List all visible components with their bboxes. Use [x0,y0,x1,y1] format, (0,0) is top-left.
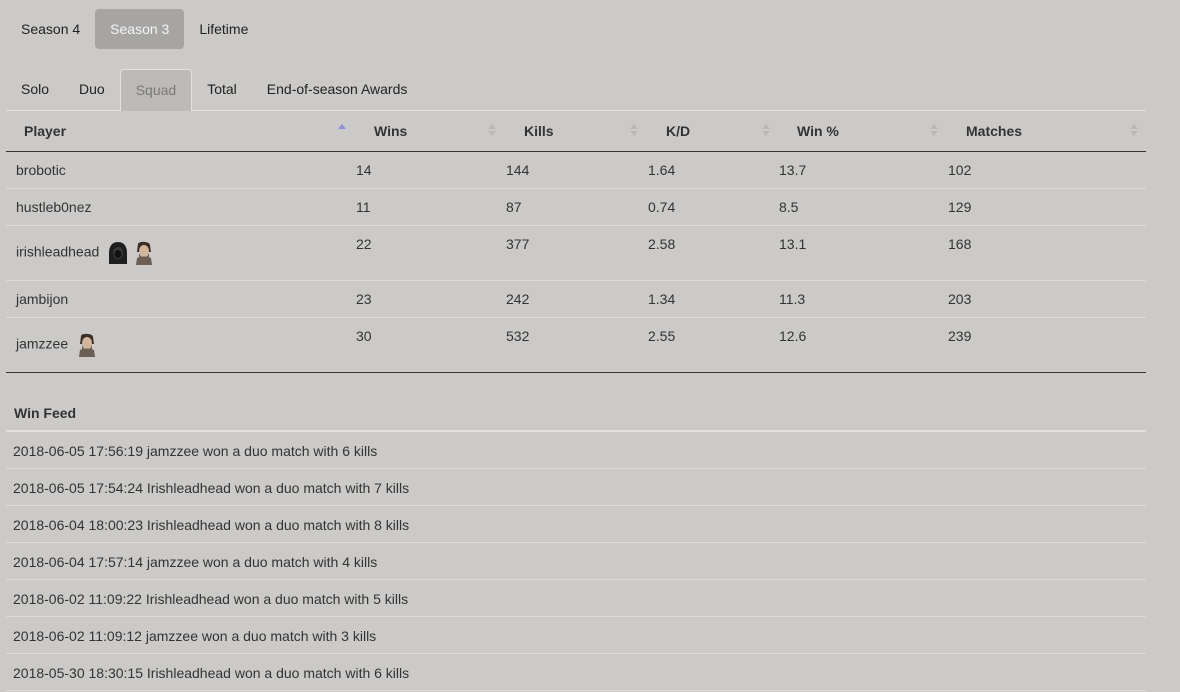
table-row: brobotic 14 144 1.64 13.7 102 [6,151,1146,189]
dark-hooded-avatar-icon [107,240,129,266]
mode-tabs: Solo Duo Squad Total End-of-season Award… [6,69,1146,111]
player-cell: irishleadhead [6,225,356,281]
list-item: 2018-06-04 18:00:23 Irishleadhead won a … [6,506,1146,543]
table-row: jamzzee 30 532 2.55 12.6 239 [6,317,1146,373]
sort-icon[interactable] [488,124,496,138]
player-name: jambijon [6,280,356,318]
column-header-kd[interactable]: K/D [648,111,779,152]
list-item: 2018-06-05 17:54:24 Irishleadhead won a … [6,469,1146,506]
kills-cell: 87 [506,188,648,226]
player-name: brobotic [6,151,356,189]
matches-cell: 129 [948,188,1146,226]
player-name: irishleadhead [16,243,100,260]
column-label-wins: Wins [374,123,408,139]
sort-ascending-icon[interactable] [338,124,346,138]
column-label-win-pct: Win % [797,123,839,139]
matches-cell: 168 [948,225,1146,281]
list-item: 2018-06-05 17:56:19 jamzzee won a duo ma… [6,432,1146,469]
tab-lifetime[interactable]: Lifetime [199,21,249,37]
table-header-row: Player Wins Kills K/D Win % Matches [6,111,1146,152]
wins-cell: 22 [356,225,506,281]
season-tabs: Season 4 Season 3 Lifetime [6,9,263,49]
player-name: hustleb0nez [6,188,356,226]
column-label-matches: Matches [966,123,1023,139]
kills-cell: 144 [506,151,648,189]
wins-cell: 11 [356,188,506,226]
column-label-kills: Kills [524,123,554,139]
tab-total[interactable]: Total [207,81,237,97]
kd-cell: 0.74 [648,188,779,226]
tab-end-of-season-awards[interactable]: End-of-season Awards [266,81,408,97]
stats-table: Player Wins Kills K/D Win % Matches [6,111,1146,373]
tab-duo[interactable]: Duo [79,81,105,97]
table-row: jambijon 23 242 1.34 11.3 203 [6,280,1146,318]
player-name: jamzzee [16,335,69,352]
wins-cell: 30 [356,317,506,373]
tab-season-4[interactable]: Season 4 [21,21,81,37]
win-feed-list: 2018-06-05 17:56:19 jamzzee won a duo ma… [6,430,1146,691]
column-label-kd: K/D [666,123,691,139]
win-pct-cell: 12.6 [779,317,948,373]
wins-cell: 23 [356,280,506,318]
tab-season-3[interactable]: Season 3 [95,9,185,49]
list-item: 2018-06-02 11:09:22 Irishleadhead won a … [6,580,1146,617]
column-label-player: Player [24,123,67,139]
kills-cell: 242 [506,280,648,318]
kd-cell: 2.58 [648,225,779,281]
column-header-win-pct[interactable]: Win % [779,111,948,152]
list-item: 2018-05-30 18:30:15 Irishleadhead won a … [6,654,1146,691]
tab-solo[interactable]: Solo [21,81,50,97]
bearded-character-avatar-icon [76,332,98,358]
bearded-character-avatar-icon [133,240,155,266]
table-row: hustleb0nez 11 87 0.74 8.5 129 [6,188,1146,226]
matches-cell: 203 [948,280,1146,318]
kills-cell: 377 [506,225,648,281]
matches-cell: 239 [948,317,1146,373]
sort-icon[interactable] [630,124,638,138]
kd-cell: 1.34 [648,280,779,318]
win-pct-cell: 13.7 [779,151,948,189]
sort-icon[interactable] [762,124,770,138]
kd-cell: 1.64 [648,151,779,189]
kd-cell: 2.55 [648,317,779,373]
list-item: 2018-06-02 11:09:12 jamzzee won a duo ma… [6,617,1146,654]
list-item: 2018-06-04 17:57:14 jamzzee won a duo ma… [6,543,1146,580]
kills-cell: 532 [506,317,648,373]
sort-icon[interactable] [930,124,938,138]
win-pct-cell: 8.5 [779,188,948,226]
win-pct-cell: 13.1 [779,225,948,281]
table-row: irishleadhead 22 37 [6,225,1146,281]
sort-icon[interactable] [1130,124,1138,138]
player-cell: jamzzee [6,317,356,373]
wins-cell: 14 [356,151,506,189]
tab-squad[interactable]: Squad [119,69,193,111]
win-pct-cell: 11.3 [779,280,948,318]
win-feed-title: Win Feed [14,405,77,421]
matches-cell: 102 [948,151,1146,189]
column-header-wins[interactable]: Wins [356,111,506,152]
column-header-player[interactable]: Player [6,111,356,152]
column-header-kills[interactable]: Kills [506,111,648,152]
column-header-matches[interactable]: Matches [948,111,1146,152]
